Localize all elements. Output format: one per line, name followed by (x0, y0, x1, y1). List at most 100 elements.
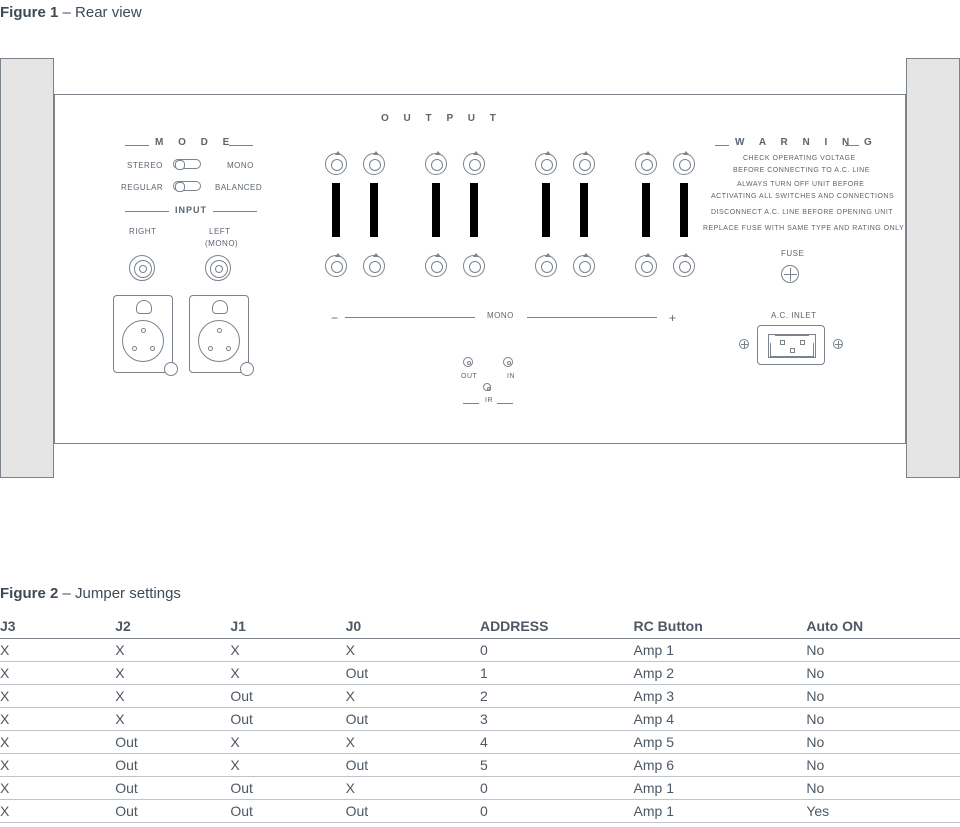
rule-icon (213, 211, 257, 212)
table-cell: Amp 4 (634, 708, 807, 731)
jumper-table-body: XXXX0Amp 1NoXXXOut1Amp 2NoXXOutX2Amp 3No… (0, 639, 960, 823)
table-cell: No (806, 777, 960, 800)
col-rc: RC Button (634, 614, 807, 639)
rca-out-icon (635, 153, 657, 175)
table-cell: X (0, 800, 115, 823)
balanced-label: BALANCED (215, 183, 262, 192)
output-label: O U T P U T (381, 113, 502, 124)
col-address: ADDRESS (480, 614, 634, 639)
table-cell: X (0, 639, 115, 662)
mono-out-label: MONO (487, 311, 514, 320)
warn-line: ALWAYS TURN OFF UNIT BEFORE (737, 181, 864, 188)
right-label: RIGHT (129, 227, 156, 236)
jumper-table: J3 J2 J1 J0 ADDRESS RC Button Auto ON XX… (0, 614, 960, 823)
trs-left-icon (205, 255, 231, 281)
rca-out-icon (463, 255, 485, 277)
table-row: XXXX0Amp 1No (0, 639, 960, 662)
rule-icon (463, 403, 479, 404)
rca-out-icon (573, 255, 595, 277)
stereo-label: STEREO (127, 161, 163, 170)
binding-post-icon (542, 183, 550, 237)
regular-balanced-toggle-icon (173, 181, 201, 191)
rca-out-icon (535, 153, 557, 175)
table-row: XOutXX4Amp 5No (0, 731, 960, 754)
table-cell: X (346, 685, 480, 708)
screw-icon (739, 339, 749, 349)
binding-post-icon (432, 183, 440, 237)
binding-post-icon (332, 183, 340, 237)
figure2-title: Figure 2 – Jumper settings (0, 585, 960, 602)
table-cell: Out (230, 708, 345, 731)
table-cell: X (0, 662, 115, 685)
table-cell: 5 (480, 754, 634, 777)
table-cell: Out (346, 754, 480, 777)
warn-line: CHECK OPERATING VOLTAGE (743, 155, 856, 162)
page: Figure 1 – Rear view O U T P U T M O D E… (0, 0, 960, 827)
table-cell: X (115, 708, 230, 731)
rca-out-icon (425, 255, 447, 277)
input-label: INPUT (175, 205, 207, 215)
table-cell: X (230, 639, 345, 662)
rca-out-icon (673, 153, 695, 175)
in-label: IN (507, 373, 515, 380)
table-row: XOutXOut5Amp 6No (0, 754, 960, 777)
table-cell: No (806, 639, 960, 662)
rca-out-icon (573, 153, 595, 175)
table-cell: Out (115, 731, 230, 754)
table-cell: Out (346, 662, 480, 685)
table-row: XXXOut1Amp 2No (0, 662, 960, 685)
table-row: XXOutX2Amp 3No (0, 685, 960, 708)
rule-icon (715, 145, 729, 146)
table-cell: No (806, 685, 960, 708)
rca-out-icon (363, 153, 385, 175)
warn-line: DISCONNECT A.C. LINE BEFORE OPENING UNIT (711, 209, 893, 216)
table-cell: Amp 5 (634, 731, 807, 754)
rear-panel: O U T P U T M O D E STEREO MONO REGULAR … (0, 58, 960, 478)
table-cell: 2 (480, 685, 634, 708)
table-cell: Out (115, 777, 230, 800)
ir-jack-icon (483, 383, 491, 391)
table-cell: Amp 6 (634, 754, 807, 777)
rca-out-icon (635, 255, 657, 277)
rule-icon (845, 145, 859, 146)
table-cell: 3 (480, 708, 634, 731)
table-cell: No (806, 708, 960, 731)
table-cell: 0 (480, 800, 634, 823)
out-label: OUT (461, 373, 477, 380)
ir-out-jack-icon (463, 357, 473, 367)
col-j3: J3 (0, 614, 115, 639)
xlr-right-icon (113, 295, 173, 373)
table-cell: Out (230, 800, 345, 823)
table-header-row: J3 J2 J1 J0 ADDRESS RC Button Auto ON (0, 614, 960, 639)
rack-ear-left-icon (0, 58, 54, 478)
binding-post-icon (370, 183, 378, 237)
rack-ear-right-icon (906, 58, 960, 478)
table-row: XOutOutOut0Amp 1Yes (0, 800, 960, 823)
col-j1: J1 (230, 614, 345, 639)
left-mono-label: (MONO) (205, 239, 238, 248)
table-cell: Amp 2 (634, 662, 807, 685)
table-cell: Amp 3 (634, 685, 807, 708)
col-auto: Auto ON (806, 614, 960, 639)
table-cell: X (346, 731, 480, 754)
col-j0: J0 (346, 614, 480, 639)
table-cell: X (0, 708, 115, 731)
table-cell: Amp 1 (634, 800, 807, 823)
table-cell: X (0, 685, 115, 708)
table-row: XOutOutX0Amp 1No (0, 777, 960, 800)
table-cell: No (806, 662, 960, 685)
table-cell: 0 (480, 639, 634, 662)
iec-inlet-icon (757, 325, 825, 365)
table-cell: X (115, 639, 230, 662)
fuse-icon (781, 265, 799, 283)
warning-label: W A R N I N G (735, 137, 878, 148)
rca-out-icon (325, 255, 347, 277)
table-cell: Yes (806, 800, 960, 823)
table-cell: Out (230, 685, 345, 708)
figure2-title-strong: Figure 2 (0, 585, 58, 602)
plus-label: + (669, 311, 677, 325)
table-cell: X (115, 662, 230, 685)
table-cell: X (0, 777, 115, 800)
rca-out-icon (363, 255, 385, 277)
table-cell: X (230, 731, 345, 754)
